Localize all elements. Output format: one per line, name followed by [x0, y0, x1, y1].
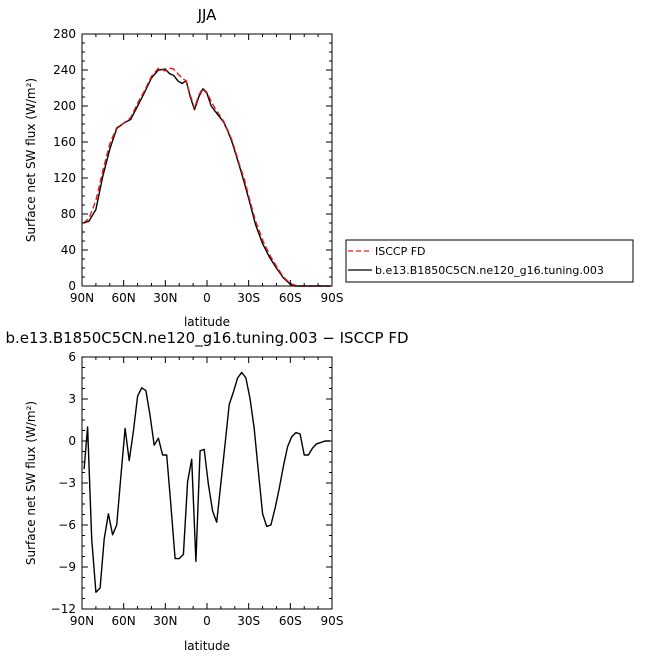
top-y-tick-label: 280: [53, 27, 76, 41]
bottom-x-tick-label: 60N: [112, 614, 136, 628]
top-x-tick-label: 60S: [279, 291, 302, 305]
top-x-tick-label: 0: [203, 291, 211, 305]
top-y-tick-label: 160: [53, 135, 76, 149]
top-x-tick-label: 30S: [237, 291, 260, 305]
top-x-tick-label: 60N: [112, 291, 136, 305]
top-x-tick-label: 30N: [153, 291, 177, 305]
bottom-x-tick-label: 30S: [237, 614, 260, 628]
top-y-tick-label: 40: [61, 243, 76, 257]
top-y-tick-label: 120: [53, 171, 76, 185]
top-y-axis-label: Surface net SW flux (W/m²): [24, 78, 38, 242]
bottom-x-axis-label: latitude: [184, 639, 230, 653]
bottom-x-tick-label: 60S: [279, 614, 302, 628]
bottom-series-line-0: [83, 371, 330, 593]
bottom-x-tick-label: 30N: [153, 614, 177, 628]
top-chart-title: JJA: [197, 6, 218, 24]
top-x-tick-label: 90N: [70, 291, 94, 305]
bottom-x-tick-label: 90S: [321, 614, 344, 628]
bottom-y-tick-label: −12: [51, 602, 76, 616]
top-x-tick-label: 90S: [321, 291, 344, 305]
top-y-tick-label: 0: [68, 279, 76, 293]
bottom-y-tick-label: −3: [58, 476, 76, 490]
bottom-plot-frame: [81, 356, 333, 610]
top-y-tick-label: 80: [61, 207, 76, 221]
bottom-panel: b.e13.B1850C5CN.ne120_g16.tuning.003 − I…: [5, 329, 408, 653]
top-plot-frame: [81, 33, 333, 287]
bottom-y-tick-label: 6: [68, 350, 76, 364]
legend-box: [345, 239, 634, 283]
bottom-x-tick-label: 90N: [70, 614, 94, 628]
bottom-y-axis-label: Surface net SW flux (W/m²): [24, 401, 38, 565]
top-y-tick-label: 240: [53, 63, 76, 77]
top-x-axis-label: latitude: [184, 315, 230, 329]
bottom-y-tick-label: 3: [68, 392, 76, 406]
bottom-y-tick-label: 0: [68, 434, 76, 448]
bottom-chart-title: b.e13.B1850C5CN.ne120_g16.tuning.003 − I…: [5, 329, 408, 348]
top-series-line-1: [83, 68, 331, 287]
top-series-line-0: [82, 67, 331, 287]
bottom-x-tick-label: 0: [203, 614, 211, 628]
top-panel: JJA 90N 60N 30N 0 30S 60S 90S 0 40 80 120 160 200 240…: [24, 6, 343, 329]
legend: ISCCP FD b.e13.B1850C5CN.ne120_g16.tunin…: [345, 239, 634, 283]
top-y-tick-label: 200: [53, 99, 76, 113]
bottom-y-tick-label: −6: [58, 518, 76, 532]
legend-label-model: b.e13.B1850C5CN.ne120_g16.tuning.003: [375, 264, 604, 277]
legend-label-isccp: ISCCP FD: [375, 245, 426, 258]
bottom-y-tick-label: −9: [58, 560, 76, 574]
